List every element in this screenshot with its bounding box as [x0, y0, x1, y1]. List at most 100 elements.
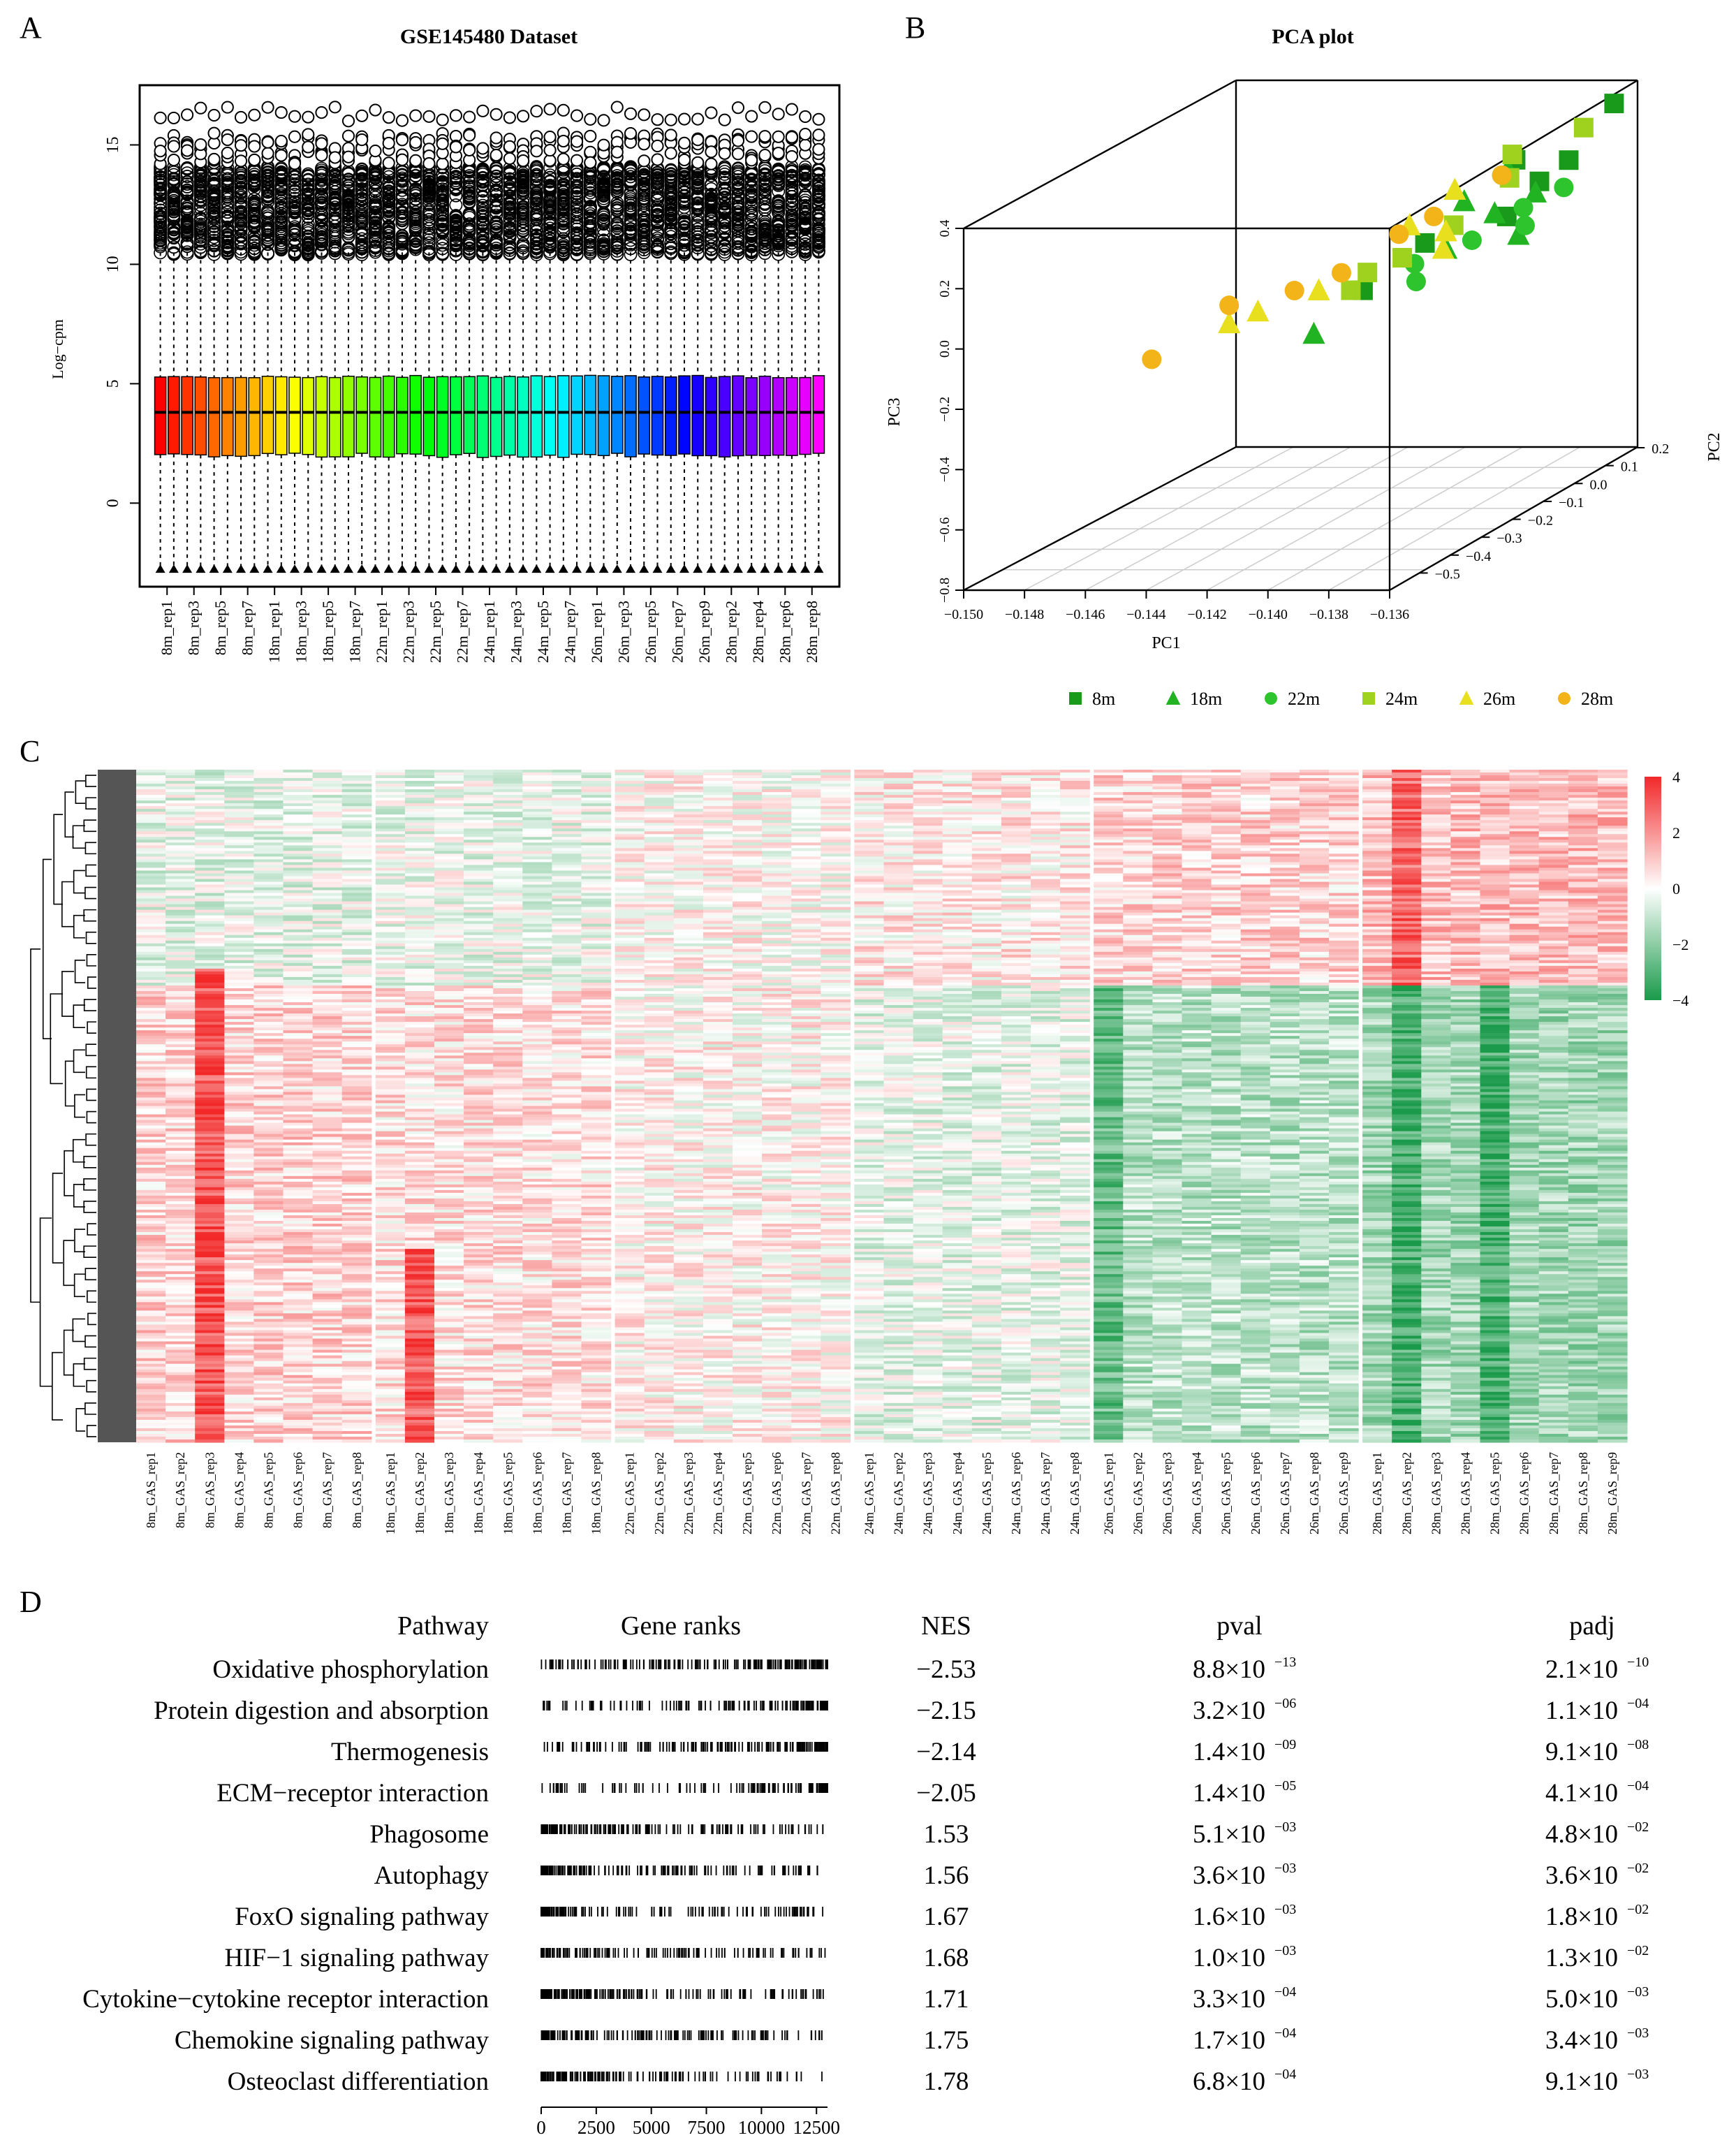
outlier-point: [731, 191, 745, 205]
heatmap-cell: [136, 1347, 166, 1351]
heatmap-cell: [165, 1338, 196, 1342]
heatmap-cell: [224, 809, 254, 812]
outlier-point: [570, 217, 584, 230]
heatmap-cell: [195, 1433, 225, 1437]
outlier-point: [785, 190, 799, 203]
heatmap-cell: [253, 826, 284, 829]
heatmap-cell: [253, 951, 284, 955]
outlier-point: [382, 211, 396, 225]
x-tick-label: 26m_rep1: [588, 601, 605, 663]
y-tick-label: 0.1: [1621, 460, 1638, 475]
outlier-point: [811, 230, 825, 244]
outlier-point: [731, 212, 745, 226]
heatmap-cell: [224, 1156, 254, 1160]
heatmap-cell: [165, 1215, 196, 1219]
heatmap-cell: [165, 1198, 196, 1202]
heatmap-cell: [195, 1439, 225, 1443]
heatmap-cell: [253, 1372, 284, 1376]
heatmap-cell: [195, 979, 225, 983]
heatmap-cell: [224, 1405, 254, 1409]
heatmap-cell: [165, 1036, 196, 1039]
heatmap-cell: [195, 1428, 225, 1432]
outlier-point: [758, 149, 772, 162]
heatmap-cell: [165, 1254, 196, 1258]
heatmap-cell: [165, 1148, 196, 1152]
outlier-point: [758, 220, 772, 233]
box: [503, 376, 516, 456]
data-point-26m: [1432, 237, 1455, 259]
outlier-point: [731, 247, 745, 260]
outlier-point: [167, 153, 180, 167]
heatmap-cell: [224, 1263, 254, 1266]
heatmap-cell: [165, 845, 196, 849]
outlier-point: [221, 244, 235, 258]
heatmap-cell: [165, 1268, 196, 1272]
heatmap-cell: [224, 932, 254, 936]
heatmap-cell: [165, 1274, 196, 1277]
heatmap-cell: [195, 1122, 225, 1127]
chart-title: GSE145480 Dataset: [400, 25, 578, 48]
outlier-point: [651, 179, 664, 193]
outlier-point: [610, 145, 624, 159]
heatmap-cell: [136, 1170, 166, 1174]
heatmap-cell: [136, 1324, 166, 1328]
y-tick-label: 10: [104, 256, 122, 272]
heatmap-cell: [195, 1106, 225, 1110]
heatmap-cell: [195, 795, 225, 798]
heatmap-cell: [224, 1372, 254, 1376]
heatmap-cell: [136, 1218, 166, 1222]
outlier-point: [382, 170, 396, 184]
box: [409, 374, 422, 455]
heatmap-cell: [136, 1235, 166, 1238]
x-tick-label: 8m_rep1: [158, 601, 175, 655]
heatmap-cell: [165, 1366, 196, 1370]
heatmap-cell: [195, 1305, 225, 1308]
heatmap-cell: [195, 1030, 225, 1034]
heatmap-cell: [224, 1218, 254, 1222]
heatmap-cell: [136, 1266, 166, 1269]
outlier-point: [490, 242, 503, 255]
outlier-point: [811, 240, 825, 254]
heatmap-cell: [165, 1209, 196, 1213]
heatmap-cell: [136, 1394, 166, 1398]
heatmap-cell: [195, 890, 225, 894]
heatmap-cell: [136, 1335, 166, 1340]
outlier-point: [744, 221, 758, 235]
data-point-24m: [1573, 117, 1594, 138]
outlier-point: [677, 224, 691, 237]
heatmap-cell: [165, 781, 196, 784]
heatmap-cell: [136, 895, 166, 900]
heatmap-cell: [136, 1044, 166, 1048]
heatmap-cell: [195, 1330, 225, 1334]
heatmap-cell: [253, 1282, 284, 1286]
heatmap-cell: [165, 1201, 196, 1205]
outlier-point: [798, 166, 812, 180]
heatmap-cell: [165, 985, 196, 989]
outlier-point: [624, 174, 638, 188]
heatmap-cell: [253, 1187, 284, 1191]
heatmap-cell: [165, 968, 196, 972]
outlier-point: [705, 214, 718, 228]
outlier-point: [785, 170, 799, 183]
heatmap-cell: [224, 999, 254, 1003]
heatmap-cell: [195, 1274, 225, 1277]
outlier-point: [288, 198, 302, 212]
outlier-point: [731, 161, 745, 175]
outlier-point: [261, 195, 274, 209]
outlier-point: [274, 178, 288, 192]
outlier-point: [247, 241, 261, 255]
outlier-point: [193, 226, 207, 240]
outlier-point: [207, 204, 221, 218]
outlier-point: [570, 238, 584, 252]
outlier-point: [369, 182, 382, 196]
outlier-point: [207, 126, 221, 140]
outlier-point: [315, 228, 328, 242]
outlier-point: [785, 165, 799, 179]
heatmap-column-label: 8m_GAS_rep4: [232, 1452, 246, 1528]
outlier-point: [261, 228, 274, 242]
outlier-point: [422, 236, 436, 250]
outlier-point: [664, 240, 678, 254]
heatmap-cell: [136, 1069, 166, 1073]
y-axis-label: PC2: [1705, 432, 1723, 461]
outlier-point: [261, 170, 274, 184]
